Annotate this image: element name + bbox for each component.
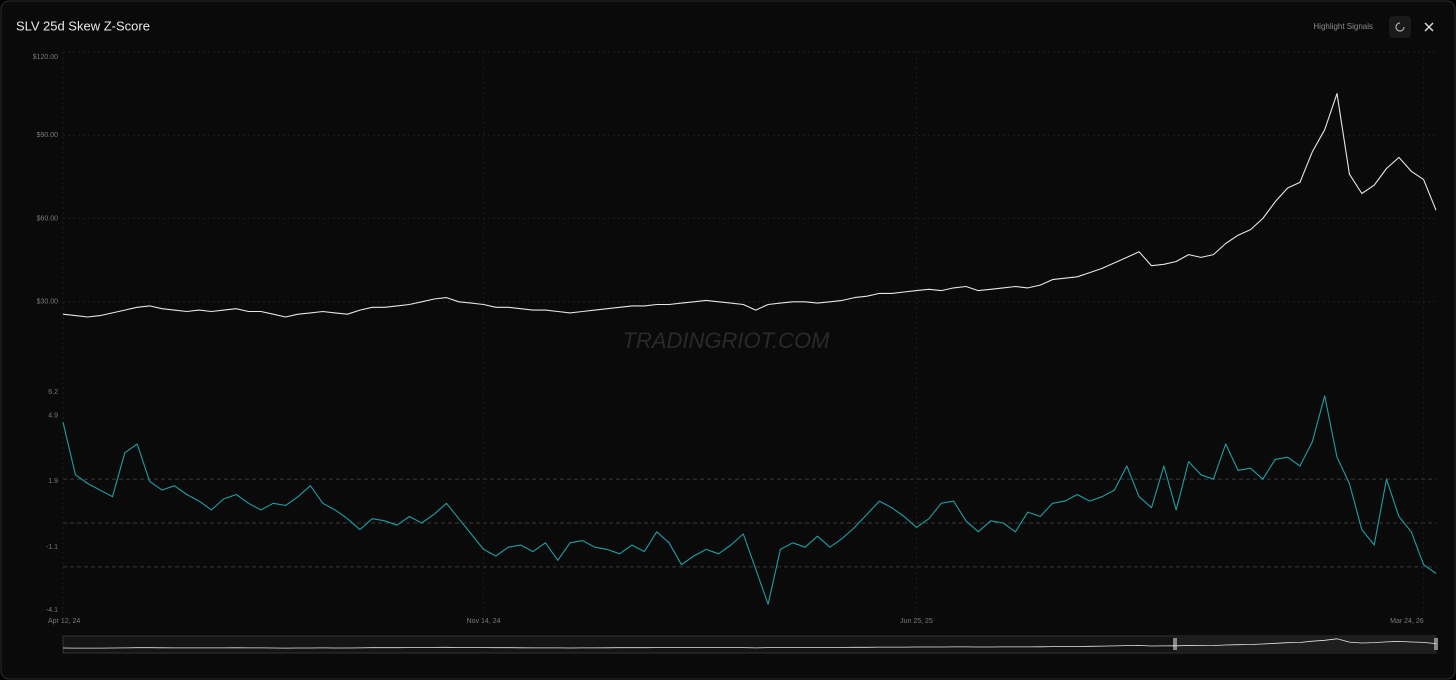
reload-button[interactable] (1389, 16, 1411, 38)
x-tick-label: Mar 24, 26 (1390, 618, 1424, 625)
x-tick-label: Apr 12, 24 (48, 618, 80, 625)
navigator[interactable] (62, 635, 1438, 654)
y-tick-label: -4.1 (46, 607, 58, 614)
watermark: TRADINGRIOT.COM (623, 328, 831, 353)
y-tick-label: 1.9 (48, 478, 58, 485)
x-tick-label: Jun 25, 25 (900, 618, 933, 625)
close-button[interactable] (1424, 22, 1434, 32)
x-tick-label: Nov 14, 24 (467, 618, 501, 625)
line-series (62, 395, 1437, 605)
line-series (62, 93, 1437, 318)
y-tick-label: -1.1 (46, 544, 58, 551)
chart-title: 25d Skew Z-Score (43, 18, 150, 33)
y-tick-label: 6.2 (48, 389, 58, 396)
y-tick-label: 4.9 (48, 412, 58, 419)
navigator-line (62, 638, 1437, 649)
highlight-signals-button[interactable]: Highlight Signals (1313, 22, 1373, 31)
symbol: SLV (16, 18, 40, 33)
y-tick-label: $30.00 (37, 299, 59, 306)
y-tick-label: $120.00 (33, 54, 58, 61)
y-tick-label: $60.00 (37, 215, 59, 222)
y-tick-label: $90.00 (37, 132, 59, 139)
